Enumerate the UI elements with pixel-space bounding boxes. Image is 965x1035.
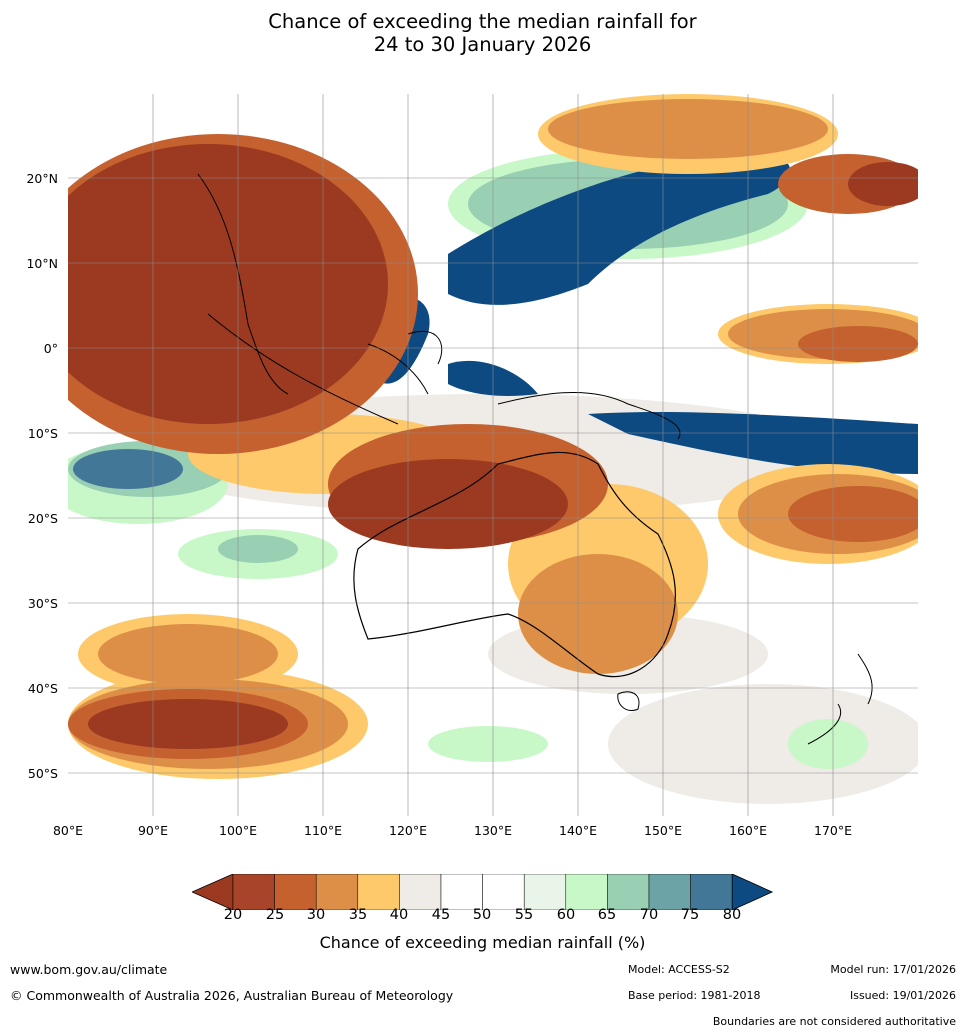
colorbar-segment [315,874,359,910]
new-zealand-coastline [807,653,873,745]
model-name: Model: ACCESS-S2 [628,963,730,976]
map-title-line2: 24 to 30 January 2026 [373,33,592,56]
issued-date: Issued: 19/01/2026 [849,989,956,1002]
boundary-disclaimer: Boundaries are not considered authoritat… [712,1015,956,1028]
colorbar-segment [690,874,733,910]
colorbar-segment [648,874,691,910]
lon-label: 170°E [813,823,853,838]
colorbar-tick: 60 [556,907,576,923]
lat-label: 40°S [27,681,58,696]
colorbar-segment [357,874,400,910]
graticule [68,94,918,816]
colorbar-tick: 55 [514,907,534,923]
lat-label: 0° [43,341,58,356]
colorbar-tick: 70 [639,907,659,923]
rainfall-map-canvas [68,94,918,816]
colorbar-segment [482,874,525,910]
base-period: Base period: 1981-2018 [628,989,761,1002]
map-title-line1: Chance of exceeding the median rainfall … [268,10,697,33]
lat-label: 10°N [26,256,58,271]
lon-label: 140°E [558,823,598,838]
colorbar-tick: 45 [431,907,451,923]
lat-label: 30°S [27,596,58,611]
lat-label: 10°S [27,426,58,441]
colorbar-tick: 75 [680,907,700,923]
lon-label: 120°E [388,823,428,838]
lon-label: 90°E [137,823,169,838]
colorbar-segment [607,874,650,910]
website-link[interactable]: www.bom.gov.au/climate [10,962,168,977]
colorbar-extend-low [192,874,234,910]
colorbar-segment [232,874,275,910]
colorbar-segment [440,874,483,910]
colorbar-segment [523,874,567,910]
colorbar-label: Chance of exceeding median rainfall (%) [319,933,646,952]
lon-label: 160°E [728,823,768,838]
colorbar-tick: 35 [348,907,368,923]
colorbar-segment [274,874,317,910]
tasmania-coastline [617,691,640,711]
lon-label: 80°E [52,823,84,838]
colorbar-tick: 25 [265,907,285,923]
colorbar-tick: 40 [389,907,409,923]
lat-label: 20°S [27,511,58,526]
asia-coastlines [197,173,681,440]
lat-label: 20°N [26,171,58,186]
colorbar-tick: 30 [306,907,326,923]
colorbar-segment [399,874,442,910]
lon-label: 100°E [218,823,258,838]
lon-label: 110°E [303,823,343,838]
australia-coastline [353,451,677,678]
lat-label: 50°S [27,766,58,781]
copyright-text: © Commonwealth of Australia 2026, Austra… [10,988,454,1003]
colorbar-tick: 50 [472,907,492,923]
colorbar-segment [565,874,608,910]
map-title: Chance of exceeding the median rainfall … [0,10,965,56]
colorbar-extend-high [731,874,774,910]
colorbar-tick: 65 [597,907,617,923]
colorbar-tick: 80 [722,907,742,923]
lon-label: 150°E [643,823,683,838]
colorbar-tick: 20 [223,907,243,923]
colorbar-segments [192,874,774,910]
rainfall-map [68,94,918,816]
model-run-date: Model run: 17/01/2026 [830,963,956,976]
lon-label: 130°E [473,823,513,838]
colorbar [192,874,774,910]
